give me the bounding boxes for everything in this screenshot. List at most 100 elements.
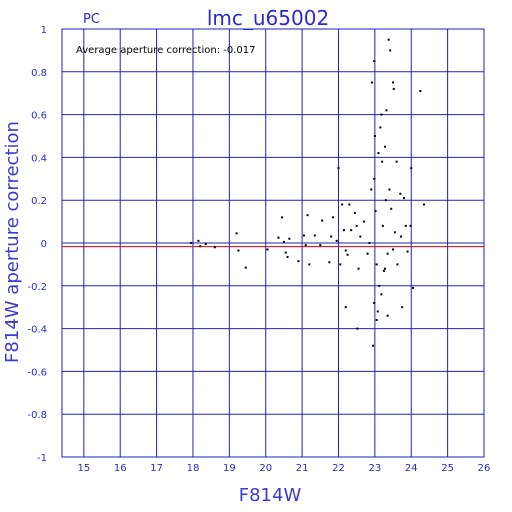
y-axis-label: F814W aperture correction bbox=[2, 121, 23, 363]
data-point bbox=[376, 310, 379, 313]
data-point bbox=[373, 60, 376, 63]
data-point bbox=[388, 188, 391, 191]
data-point bbox=[319, 244, 322, 247]
chart-subtitle: PC bbox=[83, 12, 100, 27]
data-point bbox=[385, 109, 388, 112]
data-point bbox=[346, 253, 349, 256]
x-tick-label: 22 bbox=[332, 463, 345, 474]
data-point bbox=[409, 224, 412, 227]
data-point bbox=[277, 236, 280, 239]
y-tick-label: 1 bbox=[41, 25, 47, 36]
y-tick-label: 0.8 bbox=[31, 68, 47, 79]
y-tick-label: -1 bbox=[37, 453, 47, 464]
y-tick-label: -0.4 bbox=[27, 325, 47, 336]
data-point bbox=[370, 188, 373, 191]
data-point bbox=[339, 263, 342, 266]
x-tick-label: 26 bbox=[478, 463, 491, 474]
data-point bbox=[344, 306, 347, 309]
data-point bbox=[387, 38, 390, 41]
data-point bbox=[370, 81, 373, 84]
average-annotation: Average aperture correction: -0.017 bbox=[76, 45, 256, 56]
data-point bbox=[419, 90, 422, 93]
x-axis-label: F814W bbox=[239, 485, 302, 506]
y-tick-label: 0.2 bbox=[31, 196, 47, 207]
data-point bbox=[389, 49, 392, 52]
data-point bbox=[244, 266, 247, 269]
data-point bbox=[237, 249, 240, 252]
data-point bbox=[321, 219, 324, 222]
chart-title: lmc_u65002 bbox=[207, 6, 329, 30]
data-point bbox=[335, 239, 338, 242]
data-point bbox=[410, 167, 413, 170]
data-point bbox=[377, 152, 380, 155]
data-point bbox=[373, 177, 376, 180]
data-point bbox=[373, 301, 376, 304]
data-point bbox=[359, 235, 362, 238]
data-point bbox=[313, 234, 316, 237]
data-points bbox=[190, 38, 425, 347]
data-point bbox=[375, 263, 378, 266]
x-tick-label: 21 bbox=[296, 463, 309, 474]
data-point bbox=[392, 81, 395, 84]
data-point bbox=[297, 260, 300, 263]
data-point bbox=[380, 293, 383, 296]
data-point bbox=[374, 209, 377, 212]
data-point bbox=[400, 235, 403, 238]
data-point bbox=[199, 245, 202, 248]
data-point bbox=[384, 199, 387, 202]
y-tick-label: -0.8 bbox=[27, 410, 47, 421]
data-point bbox=[306, 214, 309, 217]
data-point bbox=[379, 126, 382, 129]
data-point bbox=[235, 232, 238, 235]
data-point bbox=[342, 229, 345, 232]
data-point bbox=[404, 224, 407, 227]
x-tick-label: 16 bbox=[114, 463, 127, 474]
x-tick-label: 15 bbox=[77, 463, 90, 474]
y-tick-label: 0.4 bbox=[31, 153, 47, 164]
data-point bbox=[350, 229, 353, 232]
y-tick-label: -0.2 bbox=[27, 282, 47, 293]
data-point bbox=[392, 248, 395, 251]
data-point bbox=[373, 135, 376, 137]
data-point bbox=[266, 248, 269, 251]
data-point bbox=[386, 314, 389, 317]
data-point bbox=[399, 192, 402, 195]
x-tick-label: 20 bbox=[259, 463, 272, 474]
data-point bbox=[190, 242, 193, 244]
data-point bbox=[353, 212, 356, 215]
data-point bbox=[378, 284, 381, 287]
data-point bbox=[381, 160, 384, 163]
data-point bbox=[375, 319, 378, 322]
data-point bbox=[284, 251, 287, 254]
data-point bbox=[213, 246, 216, 249]
data-point bbox=[204, 243, 207, 246]
data-point bbox=[337, 167, 340, 170]
data-point bbox=[386, 252, 389, 255]
data-point bbox=[362, 220, 365, 223]
data-point bbox=[281, 216, 284, 219]
data-point bbox=[395, 160, 398, 163]
data-point bbox=[357, 267, 360, 270]
data-point bbox=[372, 344, 375, 347]
y-tick-label: 0.6 bbox=[31, 111, 47, 122]
x-tick-label: 19 bbox=[223, 463, 236, 474]
data-point bbox=[412, 286, 415, 289]
data-point bbox=[286, 255, 289, 258]
data-point bbox=[288, 237, 291, 240]
x-tick-label: 25 bbox=[441, 463, 454, 474]
data-point bbox=[422, 203, 425, 206]
data-point bbox=[282, 240, 285, 243]
x-tick-label: 23 bbox=[368, 463, 381, 474]
y-tick-label: 0 bbox=[41, 239, 47, 250]
x-tick-label: 17 bbox=[150, 463, 163, 474]
data-point bbox=[344, 249, 347, 252]
data-point bbox=[330, 235, 333, 238]
data-point bbox=[348, 203, 351, 206]
data-point bbox=[332, 216, 335, 219]
data-point bbox=[406, 250, 409, 253]
data-point bbox=[356, 327, 359, 330]
data-point bbox=[401, 306, 404, 309]
data-point bbox=[393, 231, 396, 234]
reference-lines bbox=[62, 242, 484, 248]
data-point bbox=[304, 244, 307, 247]
